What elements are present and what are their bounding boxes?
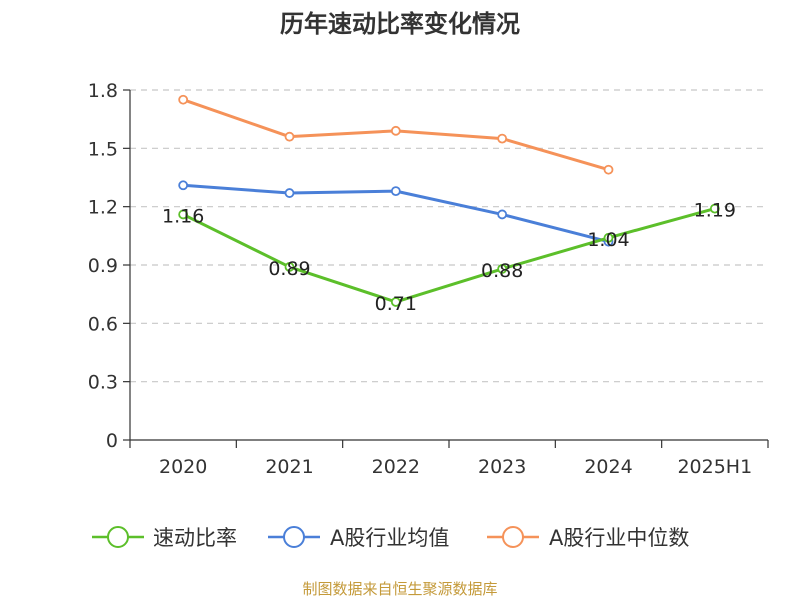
series-layer: [178, 94, 720, 307]
data-point: [178, 94, 189, 105]
x-tick-label: 2021: [265, 456, 313, 478]
y-tick-label: 0.3: [88, 372, 118, 394]
data-point: [284, 262, 295, 272]
data-label: 0.71: [375, 293, 417, 315]
data-label: 0.89: [268, 258, 310, 280]
legend-label: 速动比率: [153, 526, 237, 550]
y-tick-label: 0.6: [88, 313, 118, 335]
source-note: 制图数据来自恒生聚源数据库: [302, 580, 497, 598]
x-tick-label: 2020: [159, 456, 207, 478]
data-point: [497, 133, 508, 144]
y-tick-label: 1.5: [88, 138, 118, 160]
chart-title: 历年速动比率变化情况: [280, 10, 520, 38]
data-point: [390, 186, 401, 197]
data-point: [497, 209, 508, 220]
y-tick-label: 0: [106, 430, 118, 452]
legend-marker-icon: [283, 526, 305, 548]
grid-lines: [130, 89, 768, 383]
data-point: [284, 131, 295, 142]
data-point: [178, 209, 189, 220]
data-label: 1.04: [587, 229, 629, 251]
x-tick-label: 2024: [584, 456, 632, 478]
y-tick-label: 1.8: [88, 80, 118, 102]
legend-label: A股行业中位数: [549, 526, 689, 550]
legend-marker-icon: [107, 526, 129, 548]
data-labels: 1.16 0.89 0.71 0.88 1.04 1.19: [162, 200, 736, 315]
axes: 0 0.3 0.6 0.9 1.2 1.5 1.8 2020 2021 2022 2023 2024 2…: [88, 80, 769, 478]
data-label: 1.16: [162, 205, 204, 227]
data-point: [497, 263, 508, 274]
x-tick-label: 2022: [372, 456, 420, 478]
series-line-1: [182, 207, 716, 304]
data-point: [390, 125, 401, 136]
data-point: [284, 188, 295, 198]
data-point: [709, 203, 720, 214]
legend: 速动比率 A股行业均值 A股行业中位数: [92, 526, 689, 550]
x-tick-label: 2023: [478, 456, 526, 478]
data-point: [603, 232, 614, 243]
data-point: [178, 180, 189, 191]
data-label: 0.88: [481, 260, 523, 282]
legend-marker-icon: [502, 526, 524, 548]
data-point: [603, 164, 614, 175]
data-point: [390, 297, 401, 307]
y-tick-label: 0.9: [88, 255, 118, 277]
y-tick-label: 1.2: [88, 197, 118, 219]
x-tick-label: 2025H1: [677, 456, 752, 478]
legend-label: A股行业均值: [330, 526, 449, 550]
data-label: 1.19: [694, 200, 736, 222]
